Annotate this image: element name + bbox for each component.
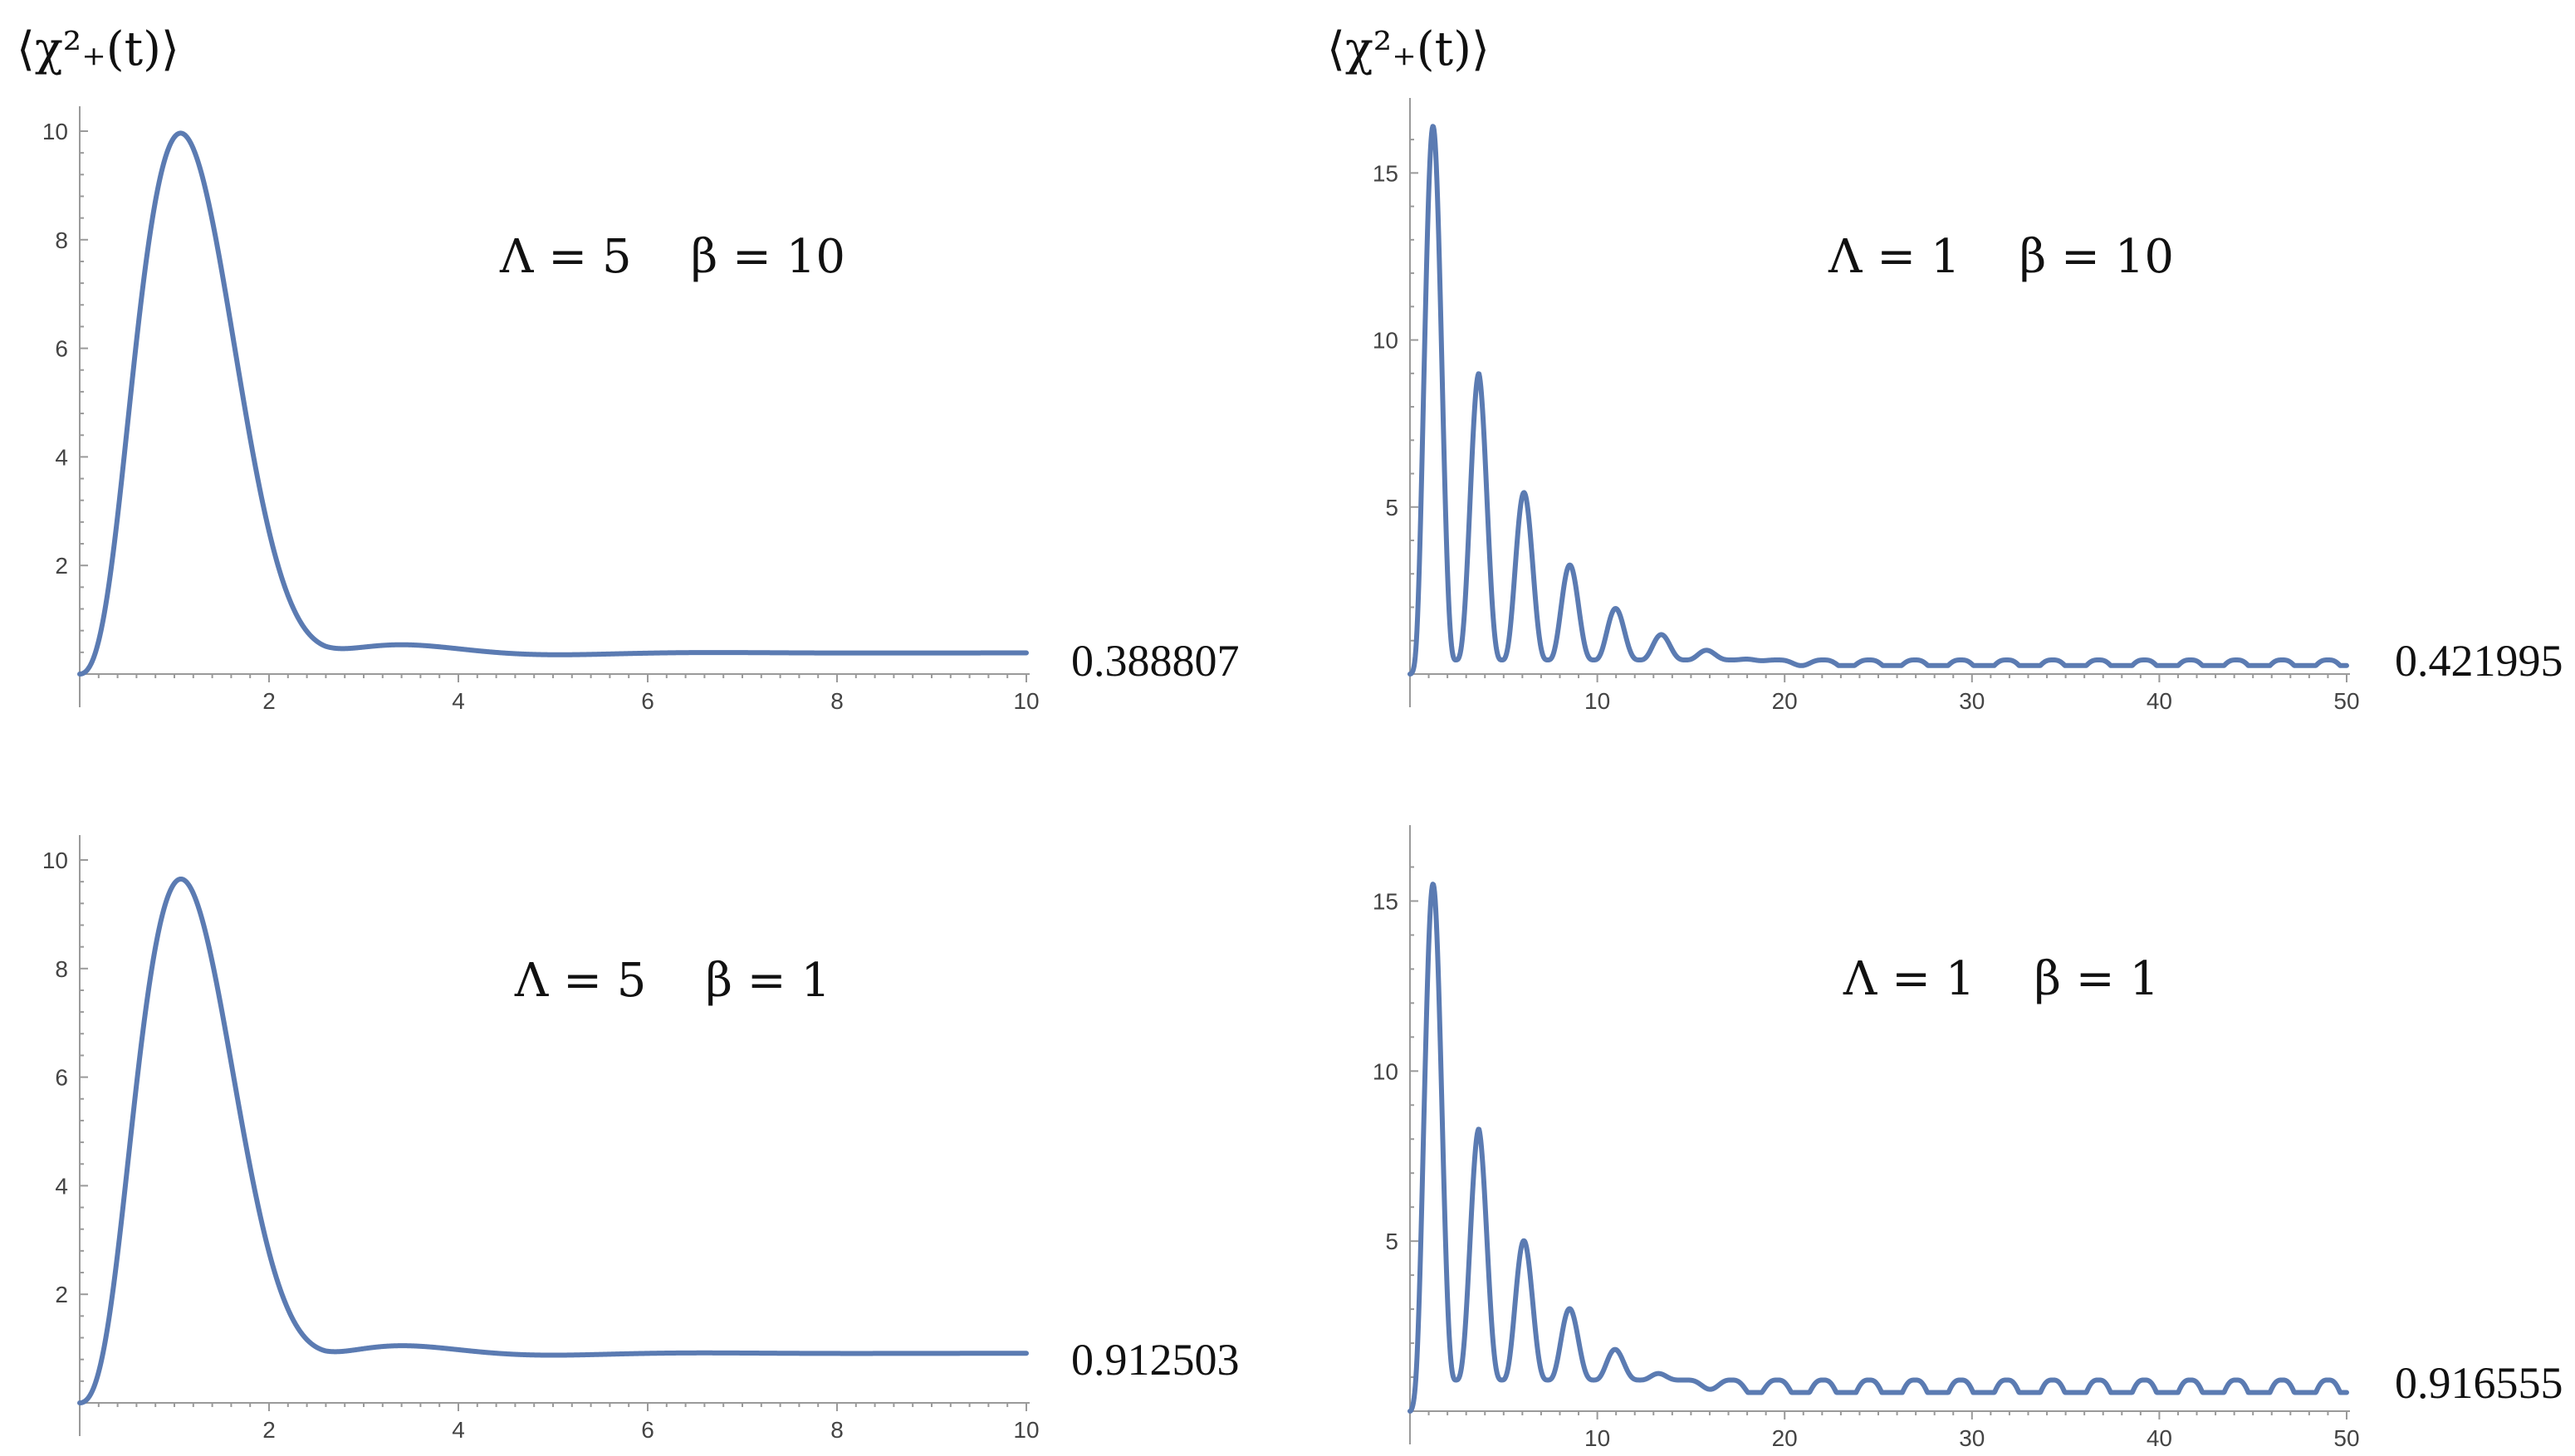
series-line bbox=[1407, 882, 2349, 1414]
x-tick-label: 4 bbox=[452, 688, 465, 714]
x-tick-label: 6 bbox=[641, 688, 654, 714]
x-tick-label: 2 bbox=[262, 688, 276, 714]
series-line bbox=[77, 130, 1029, 677]
chart-panel-3: 2 4 6 8 10 2 4 6 8 10 Λ = 5 β = 1 0.912503 bbox=[42, 835, 1240, 1443]
chart-panel-2: 10 20 30 40 50 5 10 15 ⟨χ²₊(t)⟩ Λ = 1 β = 10 0.421… bbox=[1327, 22, 2563, 714]
end-value-label: 0.912503 bbox=[1071, 1335, 1240, 1385]
y-tick-label: 5 bbox=[1385, 1229, 1398, 1254]
y-tick-label: 4 bbox=[55, 1173, 68, 1199]
x-tick-label: 10 bbox=[1584, 1425, 1610, 1451]
end-value-label: 0.388807 bbox=[1071, 636, 1240, 686]
x-tick-label: 40 bbox=[2147, 1425, 2172, 1451]
end-value-label: 0.916555 bbox=[2395, 1358, 2563, 1408]
y-tick-label: 2 bbox=[55, 553, 68, 579]
series-line bbox=[1407, 124, 2349, 677]
chart-panel-4: 10 20 30 40 50 5 10 15 Λ = 1 β = 1 0.916555 bbox=[1373, 825, 2563, 1451]
end-value-label: 0.421995 bbox=[2395, 636, 2563, 686]
parameter-annotation: Λ = 5 β = 10 bbox=[499, 230, 845, 284]
y-tick-label: 6 bbox=[55, 1065, 68, 1091]
y-tick-label: 5 bbox=[1385, 495, 1398, 520]
y-axis-label: ⟨χ²₊(t)⟩ bbox=[1327, 22, 1490, 76]
y-tick-label: 2 bbox=[55, 1282, 68, 1307]
x-tick-label: 2 bbox=[262, 1417, 276, 1443]
y-tick-label: 8 bbox=[55, 956, 68, 982]
y-tick-label: 6 bbox=[55, 336, 68, 362]
x-tick-label: 20 bbox=[1772, 688, 1798, 714]
y-tick-label: 10 bbox=[42, 119, 68, 144]
x-tick-label: 30 bbox=[1959, 688, 1985, 714]
y-tick-label: 15 bbox=[1373, 888, 1398, 914]
series-line bbox=[77, 876, 1029, 1405]
x-tick-label: 30 bbox=[1959, 1425, 1985, 1451]
y-tick-label: 15 bbox=[1373, 160, 1398, 186]
y-tick-label: 4 bbox=[55, 444, 68, 470]
y-tick-label: 8 bbox=[55, 227, 68, 253]
x-tick-label: 10 bbox=[1013, 1417, 1039, 1443]
parameter-annotation: Λ = 1 β = 1 bbox=[1843, 952, 2159, 1006]
x-tick-label: 4 bbox=[452, 1417, 465, 1443]
parameter-annotation: Λ = 5 β = 1 bbox=[514, 954, 830, 1008]
x-tick-label: 8 bbox=[830, 688, 844, 714]
x-tick-label: 50 bbox=[2333, 688, 2359, 714]
x-tick-label: 50 bbox=[2333, 1425, 2359, 1451]
parameter-annotation: Λ = 1 β = 10 bbox=[1828, 230, 2174, 284]
x-tick-label: 8 bbox=[830, 1417, 844, 1443]
x-tick-label: 6 bbox=[641, 1417, 654, 1443]
y-tick-label: 10 bbox=[1373, 1058, 1398, 1084]
x-tick-label: 20 bbox=[1772, 1425, 1798, 1451]
x-tick-label: 40 bbox=[2147, 688, 2172, 714]
y-tick-label: 10 bbox=[1373, 328, 1398, 354]
x-tick-label: 10 bbox=[1013, 688, 1039, 714]
y-tick-label: 10 bbox=[42, 848, 68, 873]
y-axis-label: ⟨χ²₊(t)⟩ bbox=[17, 22, 179, 76]
x-tick-label: 10 bbox=[1584, 688, 1610, 714]
chart-panel-1: 2 4 6 8 10 2 4 6 8 10 ⟨χ²₊(t)⟩ Λ = 5 β = 10 0.388807 bbox=[17, 22, 1240, 714]
